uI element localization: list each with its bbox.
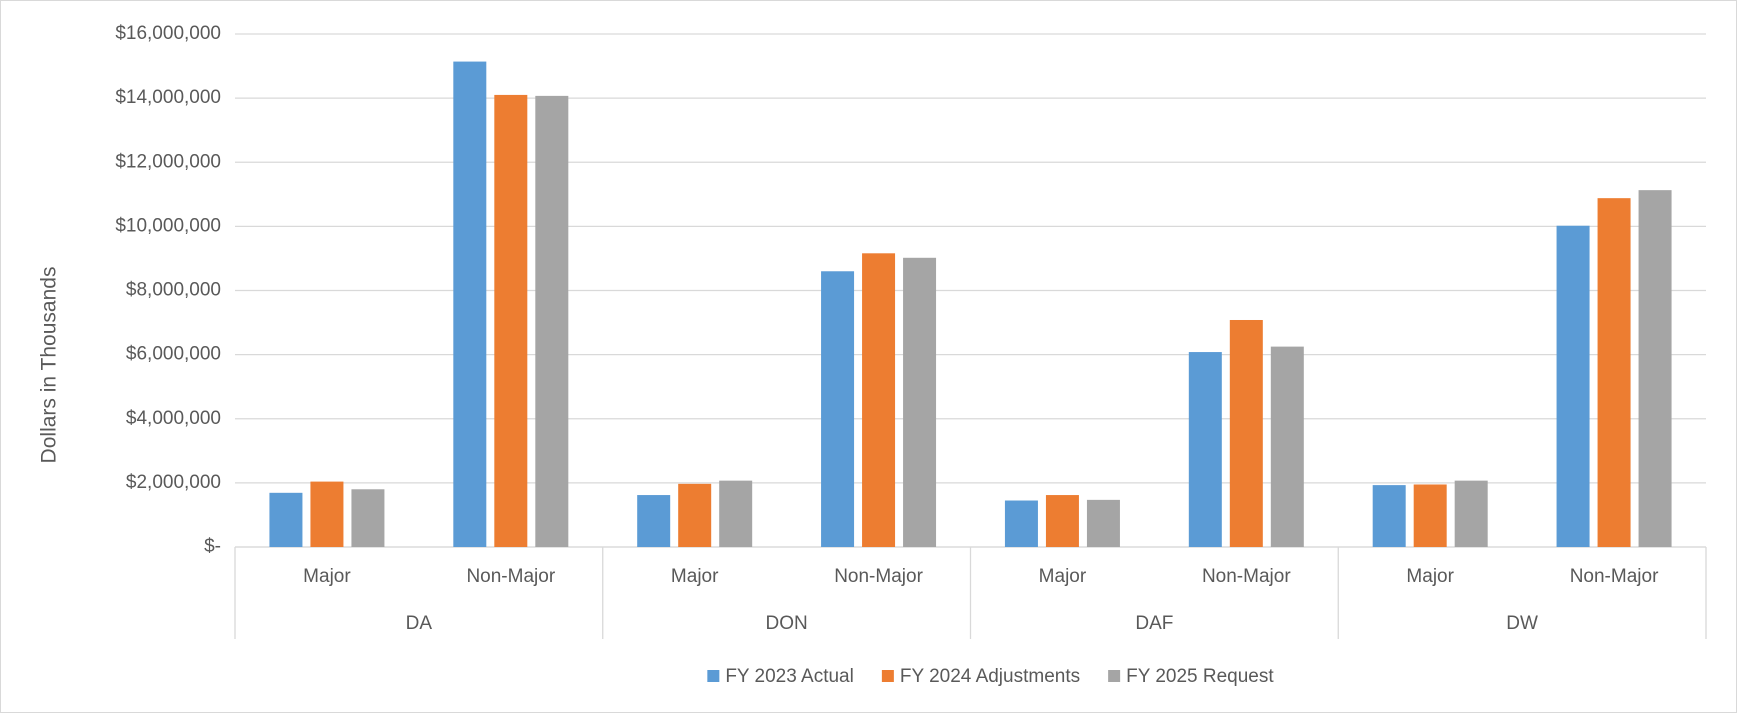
bar [269,492,303,547]
bar [862,253,896,547]
bar [535,95,569,548]
bar [1556,225,1590,547]
bar [719,480,753,547]
x-tick-label: Major [303,566,351,587]
y-axis-title: Dollars in Thousands [38,267,61,464]
bar [821,271,855,547]
legend-label: FY 2025 Request [1126,666,1274,687]
bar [310,481,344,547]
bar [1004,500,1038,547]
x-tick-label: Non-Major [1570,566,1659,587]
bar [453,61,487,547]
bar [678,483,712,547]
y-tick-label: $14,000,000 [115,87,221,108]
group-label: DA [406,613,433,634]
y-tick-label: $- [204,536,221,557]
y-tick-label: $6,000,000 [126,344,221,365]
bar [1188,352,1222,547]
bar [1454,480,1488,547]
bar [1638,190,1672,547]
y-tick-label: $8,000,000 [126,280,221,301]
bar [1229,319,1263,547]
y-tick-label: $4,000,000 [126,408,221,429]
bar [1086,499,1120,547]
bar [903,257,937,547]
group-label: DW [1506,613,1538,634]
bar [1045,495,1079,547]
legend-swatch [881,670,894,682]
group-label: DON [766,613,808,634]
y-tick-label: $2,000,000 [126,472,221,493]
bar [1413,484,1447,547]
x-tick-label: Major [671,566,719,587]
bar [494,94,528,547]
legend-swatch [707,670,720,682]
x-tick-label: Major [1406,566,1454,587]
legend-label: FY 2024 Adjustments [900,666,1080,687]
x-tick-label: Non-Major [834,566,923,587]
bar [1270,346,1304,547]
y-tick-label: $12,000,000 [115,151,221,172]
x-tick-label: Non-Major [1202,566,1291,587]
legend-label: FY 2023 Actual [725,666,854,687]
group-label: DAF [1135,613,1173,634]
y-tick-label: $10,000,000 [115,215,221,236]
bar [1597,198,1631,547]
x-tick-label: Major [1039,566,1087,587]
bar [637,495,671,547]
x-tick-label: Non-Major [466,566,555,587]
legend-swatch [1108,670,1121,682]
bar [351,489,385,547]
y-tick-label: $16,000,000 [115,23,221,44]
bar [1372,485,1406,547]
